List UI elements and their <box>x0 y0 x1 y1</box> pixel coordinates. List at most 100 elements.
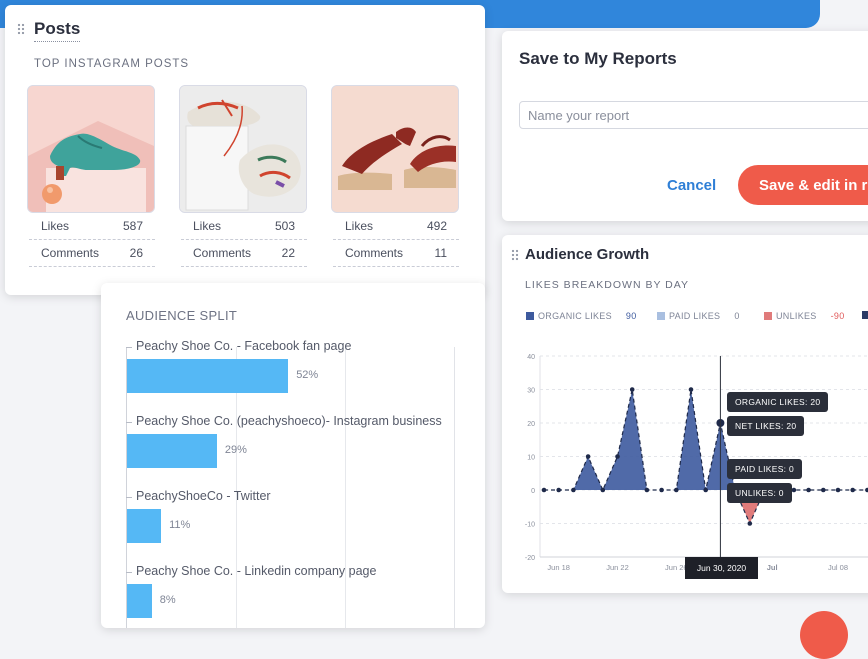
axis-tick <box>126 422 132 423</box>
split-label: Peachy Shoe Co. - Facebook fan page <box>136 339 352 353</box>
data-point <box>850 487 855 493</box>
y-tick-label: 40 <box>527 354 535 361</box>
legend-net-likes[interactable] <box>862 311 868 319</box>
comments-row: Comments 11 <box>333 240 459 267</box>
post-card[interactable]: Likes 587 Comments 26 <box>27 85 155 267</box>
report-name-input[interactable] <box>519 101 868 129</box>
comments-row: Comments 22 <box>181 240 307 267</box>
post-card[interactable]: Likes 492 Comments 11 <box>331 85 459 267</box>
split-label: Peachy Shoe Co. - Linkedin company page <box>136 564 377 578</box>
top-posts-label: TOP INSTAGRAM POSTS <box>34 58 190 70</box>
legend-value: 90 <box>625 311 637 321</box>
axis-tick <box>126 347 132 348</box>
save-report-dialog: Save to My Reports Cancel Save & edit in… <box>502 31 868 221</box>
red-sandal-photo[interactable] <box>331 85 459 213</box>
split-bar[interactable] <box>127 584 152 618</box>
legend-paid-likes[interactable]: PAID LIKES 0 <box>657 311 740 321</box>
legend-value: 0 <box>734 311 740 321</box>
teal-shoe-photo[interactable] <box>27 85 155 213</box>
drag-handle-icon[interactable] <box>17 23 25 35</box>
floating-action-button[interactable] <box>800 611 848 659</box>
unlikes-area <box>544 490 868 524</box>
comments-value: 22 <box>281 246 295 260</box>
data-point <box>615 454 620 459</box>
tooltip-paid-likes: PAID LIKES: 0 <box>727 459 803 479</box>
data-point <box>791 487 797 493</box>
data-point <box>541 487 547 493</box>
tooltip-unlikes: UNLIKES: 0 <box>727 483 792 503</box>
organic-likes-area <box>544 389 868 490</box>
likes-label: Likes <box>41 219 70 233</box>
grid-line <box>345 347 346 628</box>
split-percent: 11% <box>169 519 191 531</box>
legend-swatch <box>862 311 868 319</box>
data-point <box>659 487 664 493</box>
split-bar[interactable] <box>127 434 217 468</box>
save-report-title: Save to My Reports <box>519 49 677 68</box>
legend-swatch <box>764 312 772 320</box>
comments-value: 26 <box>129 246 143 260</box>
likes-breakdown-label: LIKES BREAKDOWN BY DAY <box>525 279 689 291</box>
audience-split-card: AUDIENCE SPLIT Peachy Shoe Co. - Faceboo… <box>101 283 485 628</box>
data-point <box>865 487 868 493</box>
tooltip-net-likes: NET LIKES: 20 <box>727 416 805 436</box>
legend-label: PAID LIKES <box>669 311 721 321</box>
sneakers-photo[interactable] <box>179 85 307 213</box>
legend-swatch <box>526 312 534 320</box>
split-bar[interactable] <box>127 359 289 393</box>
axis-tick <box>126 497 132 498</box>
tooltip-organic-likes: ORGANIC LIKES: 20 <box>727 392 829 412</box>
likes-value: 503 <box>274 219 295 233</box>
post-card[interactable]: Likes 503 Comments 22 <box>179 85 307 267</box>
likes-row: Likes 587 <box>29 213 155 240</box>
split-bar[interactable] <box>127 509 162 543</box>
comments-value: 11 <box>434 246 447 260</box>
data-point <box>835 487 841 493</box>
x-tick-label: Jun 18 <box>547 563 570 572</box>
likes-row: Likes 492 <box>333 213 459 240</box>
x-tick-label: Jul <box>767 563 778 572</box>
y-tick-label: 20 <box>527 421 535 428</box>
x-tick-label: Jun 26 <box>665 563 688 572</box>
data-point <box>821 487 826 493</box>
legend-unlikes[interactable]: UNLIKES -90 <box>764 311 845 321</box>
x-tick-label: Jun 22 <box>606 563 629 572</box>
split-percent: 8% <box>159 594 176 606</box>
data-point <box>585 454 591 459</box>
cancel-button[interactable]: Cancel <box>661 176 722 195</box>
comments-row: Comments 26 <box>29 240 155 267</box>
legend-value: -90 <box>830 311 845 321</box>
likes-row: Likes 503 <box>181 213 307 240</box>
y-tick-label: 10 <box>527 455 535 462</box>
data-point <box>674 487 679 493</box>
x-tick-label: Jul 08 <box>828 563 848 572</box>
y-tick-label: -20 <box>525 555 535 562</box>
likes-breakdown-chart: -20 -10 0 10 20 30 40 Jun 18 Jun 22 Jun 26 Jul Jul … <box>525 354 868 572</box>
likes-value: 587 <box>122 219 143 233</box>
audience-split-title: AUDIENCE SPLIT <box>126 308 238 323</box>
drag-handle-icon[interactable] <box>511 249 519 261</box>
y-tick-label: -10 <box>525 522 535 529</box>
posts-title: Posts <box>34 19 81 42</box>
comments-label: Comments <box>193 246 252 260</box>
split-percent: 29% <box>224 444 247 456</box>
comments-label: Comments <box>41 246 100 260</box>
legend-organic-likes[interactable]: ORGANIC LIKES 90 <box>526 311 637 321</box>
y-tick-label: 0 <box>531 488 535 495</box>
audience-growth-card: Audience Growth LIKES BREAKDOWN BY DAY O… <box>502 235 868 593</box>
save-and-edit-button[interactable]: Save & edit in rep <box>738 165 868 205</box>
y-tick-label: 30 <box>527 388 535 395</box>
net-likes-line <box>544 389 868 525</box>
legend-label: ORGANIC LIKES <box>538 311 612 321</box>
data-point <box>556 487 561 493</box>
legend-swatch <box>657 312 665 320</box>
selected-date-badge: Jun 30, 2020 <box>685 557 758 579</box>
data-point <box>644 487 650 493</box>
axis-tick <box>126 572 132 573</box>
grid-line <box>236 347 237 628</box>
data-point <box>600 487 606 493</box>
audience-split-chart: Peachy Shoe Co. - Facebook fan page 52% Pe… <box>126 339 455 628</box>
posts-card: Posts TOP INSTAGRAM POSTS Likes 587 Comm… <box>5 5 485 295</box>
data-point <box>703 487 708 493</box>
audience-growth-title: Audience Growth <box>525 246 650 263</box>
